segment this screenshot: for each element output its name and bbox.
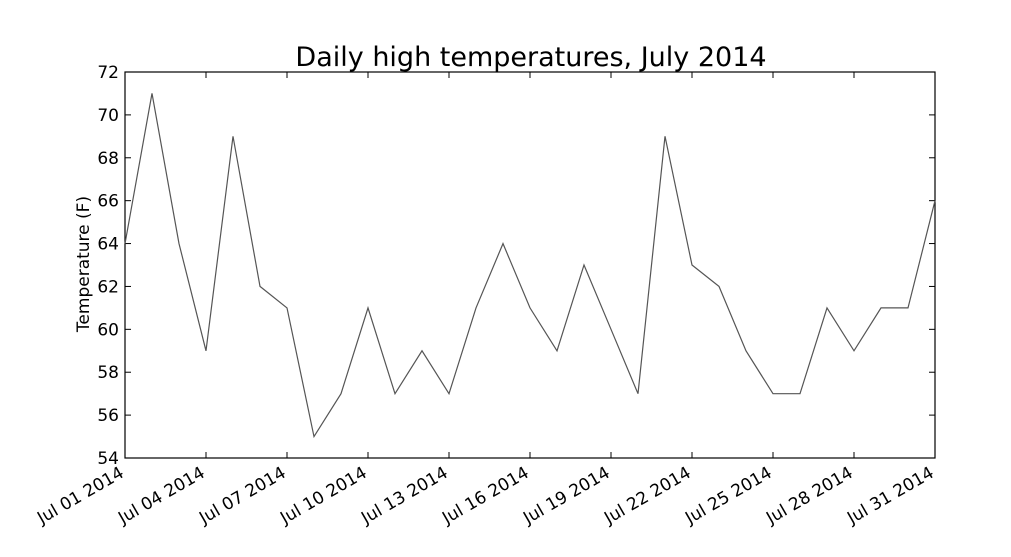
y-tick-label: 68 bbox=[97, 149, 119, 169]
series-line bbox=[124, 93, 936, 439]
y-tick-label: 66 bbox=[97, 192, 119, 212]
x-tick-label: Jul 16 2014 bbox=[438, 463, 532, 529]
x-tick-label: Jul 01 2014 bbox=[33, 463, 127, 529]
y-tick-label: 70 bbox=[97, 106, 119, 126]
x-tick-label: Jul 04 2014 bbox=[114, 463, 208, 529]
series-layer bbox=[124, 93, 936, 439]
y-tick-label: 72 bbox=[97, 63, 119, 83]
y-tick-label: 54 bbox=[97, 449, 119, 469]
y-tick-label: 60 bbox=[97, 320, 119, 340]
x-tick-label: Jul 28 2014 bbox=[762, 463, 856, 529]
x-tick-label: Jul 10 2014 bbox=[276, 463, 370, 529]
x-tick-label: Jul 19 2014 bbox=[519, 463, 613, 529]
y-axis-label: Temperature (F) bbox=[74, 196, 94, 333]
x-tick-label: Jul 31 2014 bbox=[843, 463, 937, 529]
y-tick-label: 56 bbox=[97, 406, 119, 426]
y-tick-label: 58 bbox=[97, 363, 119, 383]
y-tick-label: 62 bbox=[97, 277, 119, 297]
x-tick-label: Jul 25 2014 bbox=[681, 463, 775, 529]
chart-title: Daily high temperatures, July 2014 bbox=[295, 42, 766, 73]
y-axis: 54 56 58 60 62 64 66 68 70 72 bbox=[97, 63, 935, 469]
x-tick-label: Jul 07 2014 bbox=[195, 463, 289, 529]
y-tick-label: 64 bbox=[97, 235, 119, 255]
x-tick-label: Jul 13 2014 bbox=[357, 463, 451, 529]
plot-frame bbox=[124, 71, 936, 459]
x-tick-label: Jul 22 2014 bbox=[600, 463, 694, 529]
